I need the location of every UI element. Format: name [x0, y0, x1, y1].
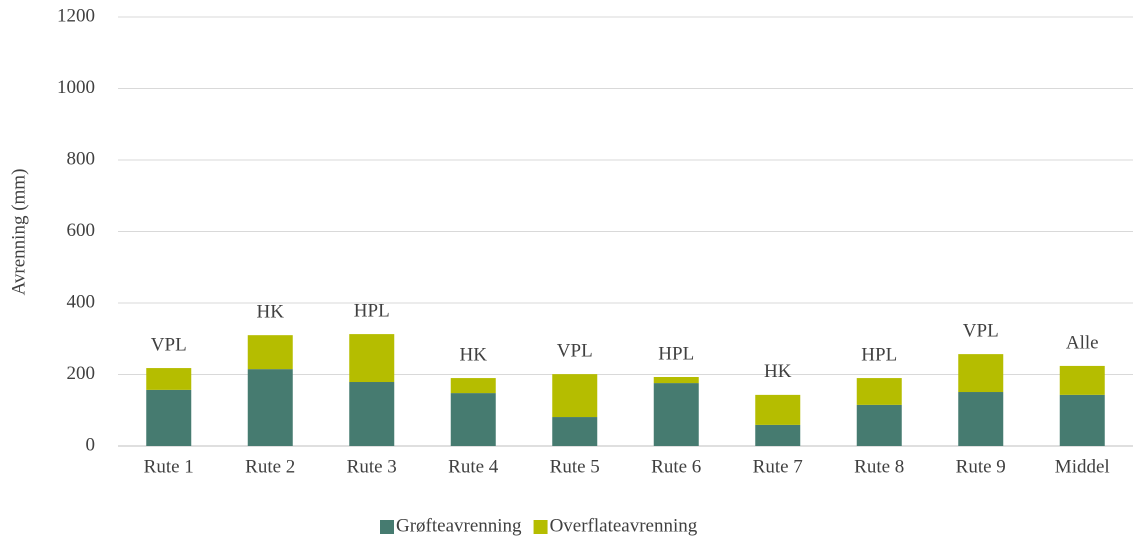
bar-segment	[653, 383, 699, 446]
legend-label: Overflateavrenning	[550, 515, 698, 536]
bar-segment	[146, 368, 192, 390]
y-tick-label: 0	[86, 434, 96, 455]
annotation: HPL	[354, 300, 390, 321]
bar-segment	[552, 374, 598, 418]
y-axis-label: Avrenning (mm)	[8, 169, 29, 296]
y-tick-label: 400	[67, 291, 96, 312]
annotation: Alle	[1066, 332, 1099, 353]
annotation: HPL	[861, 344, 897, 365]
annotation: HK	[460, 344, 488, 365]
bar-segment	[349, 334, 395, 383]
y-tick-label: 200	[67, 363, 96, 384]
legend-swatch	[533, 520, 548, 534]
bar-segment	[755, 394, 801, 425]
bar-segment	[247, 369, 293, 446]
bar-segment	[146, 389, 192, 446]
x-tick-label: Rute 3	[347, 456, 397, 477]
y-tick-label: 800	[67, 148, 96, 169]
y-tick-label: 1000	[57, 77, 95, 98]
bar-segment	[958, 392, 1004, 446]
annotation: VPL	[963, 320, 999, 341]
bar-segment	[653, 377, 699, 384]
x-tick-label: Rute 4	[448, 456, 499, 477]
x-tick-label: Middel	[1055, 456, 1110, 477]
annotation: HK	[257, 302, 285, 323]
bar-segment	[450, 378, 496, 394]
x-tick-label: Rute 8	[854, 456, 904, 477]
annotation: HPL	[658, 343, 694, 364]
bar-segment	[1059, 394, 1105, 446]
annotation: HK	[764, 361, 792, 382]
bar-segment	[856, 404, 902, 446]
annotation: VPL	[557, 341, 593, 362]
bar-segment	[958, 354, 1004, 393]
bar-segment	[552, 417, 598, 446]
bar-segment	[856, 378, 902, 405]
legend-label: Grøfteavrenning	[396, 515, 522, 536]
x-tick-label: Rute 7	[753, 456, 803, 477]
x-tick-label: Rute 1	[144, 456, 194, 477]
bar-segment	[450, 393, 496, 446]
legend-swatch	[380, 520, 394, 534]
bar-segment	[755, 424, 801, 446]
x-tick-label: Rute 6	[651, 456, 701, 477]
x-tick-label: Rute 9	[956, 456, 1006, 477]
y-tick-label: 600	[67, 220, 96, 241]
annotation: VPL	[151, 334, 187, 355]
y-tick-label: 1200	[57, 5, 95, 26]
bar-segment	[1059, 365, 1105, 395]
x-tick-label: Rute 5	[550, 456, 600, 477]
bar-segment	[349, 382, 395, 446]
bar-segment	[247, 335, 293, 370]
x-tick-label: Rute 2	[245, 456, 295, 477]
